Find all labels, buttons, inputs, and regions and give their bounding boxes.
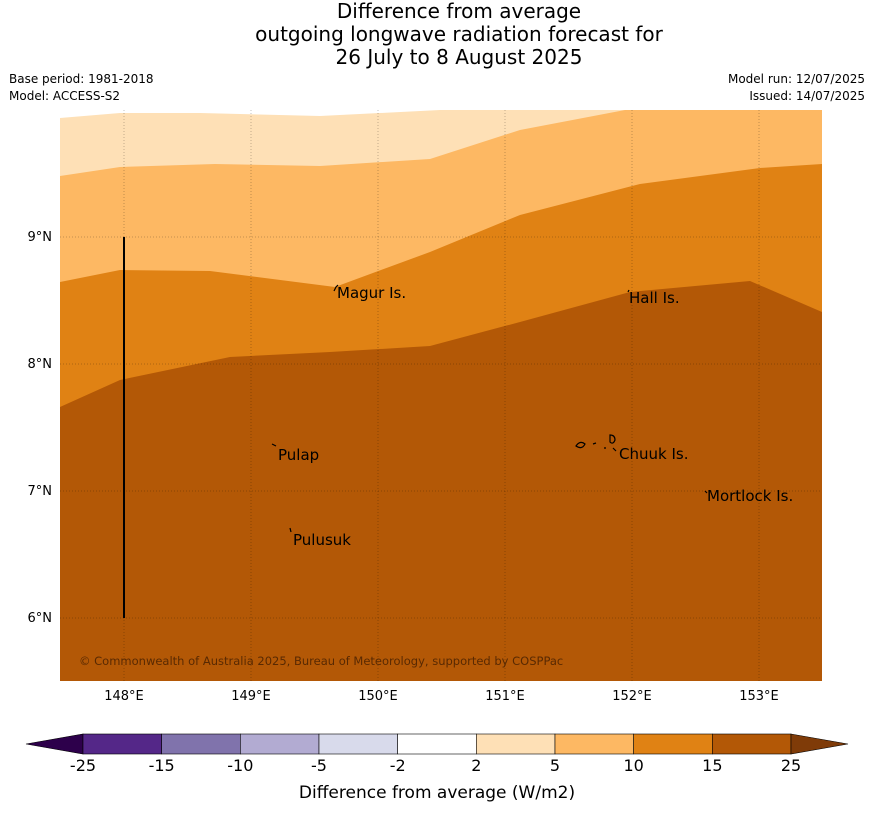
lon-label-153e: 153°E [739,689,779,704]
colorbar-tick-label: -10 [227,756,253,775]
colorbar-bin [554,733,634,755]
title-line-1: Difference from average [336,0,582,23]
model-name: Model: ACCESS-S2 [9,89,121,103]
lat-label-7n: 7°N [28,484,53,499]
lat-label-9n: 9°N [28,230,53,245]
label-hall: Hall Is. [629,289,680,307]
colorbar-extend-high [790,733,849,755]
colorbar-bin [476,733,556,755]
label-magur: Magur Is. [337,284,406,302]
band-2-5 [60,110,625,176]
lon-label-150e: 150°E [358,689,398,704]
meta-right: Model run: 12/07/2025 Issued: 14/07/2025 [728,71,865,105]
colorbar-tick-label: -5 [311,756,327,775]
base-period: Base period: 1981-2018 [9,72,154,86]
colorbar: -25 -15 -10 -5 -2 2 5 10 15 25 [25,733,849,775]
contour-fields [60,110,822,681]
lon-label-152e: 152°E [612,689,652,704]
colorbar-bin [397,733,477,755]
lat-label-8n: 8°N [28,357,53,372]
meta-left: Base period: 1981-2018 Model: ACCESS-S2 [9,71,154,105]
colorbar-tick-label: 25 [781,756,801,775]
title-line-3: 26 July to 8 August 2025 [335,45,583,69]
longitude-labels: 148°E 149°E 150°E 151°E 152°E 153°E [104,689,779,704]
label-mortlock: Mortlock Is. [707,487,793,505]
colorbar-tick-label: 10 [623,756,643,775]
colorbar-bin [240,733,320,755]
latitude-labels: 9°N 8°N 7°N 6°N [28,230,53,626]
gridlines [60,110,822,681]
colorbar-tick-label: -15 [149,756,175,775]
place-labels: Magur Is. Hall Is. Pulap Chuuk Is. Mortl… [278,284,793,549]
colorbar-tick-label: 15 [702,756,722,775]
label-pulusuk: Pulusuk [293,531,351,549]
lon-label-149e: 149°E [231,689,271,704]
island-pulap [271,443,277,447]
lon-label-148e: 148°E [104,689,144,704]
issued-date: Issued: 14/07/2025 [749,89,865,103]
copyright-notice: © Commonwealth of Australia 2025, Bureau… [79,654,563,668]
lon-label-151e: 151°E [485,689,525,704]
island-magur [333,284,339,292]
model-run: Model run: 12/07/2025 [727,72,865,86]
label-pulap: Pulap [278,446,319,464]
island-pulusuk [289,527,292,533]
label-chuuk: Chuuk Is. [619,445,688,463]
band-neg2-2 [60,110,440,118]
colorbar-extend-low [25,733,84,755]
colorbar-tick-label: -2 [390,756,406,775]
title-line-2: outgoing longwave radiation forecast for [255,22,663,46]
island-mortlock [704,490,708,494]
colorbar-bin [318,733,398,755]
colorbar-label: Difference from average (W/m2) [299,783,575,803]
island-hall [627,289,630,293]
colorbar-tick-label: -25 [70,756,96,775]
island-outlines [271,284,708,533]
colorbar-bin [712,733,792,755]
colorbar-tick-label: 5 [550,756,560,775]
colorbar-bin [161,733,241,755]
lat-label-6n: 6°N [28,611,53,626]
island-chuuk [575,434,617,452]
chart-title: Difference from average outgoing longwav… [0,0,873,69]
colorbar-bin [82,733,162,755]
colorbar-bin [633,733,713,755]
colorbar-tick-label: 2 [471,756,481,775]
